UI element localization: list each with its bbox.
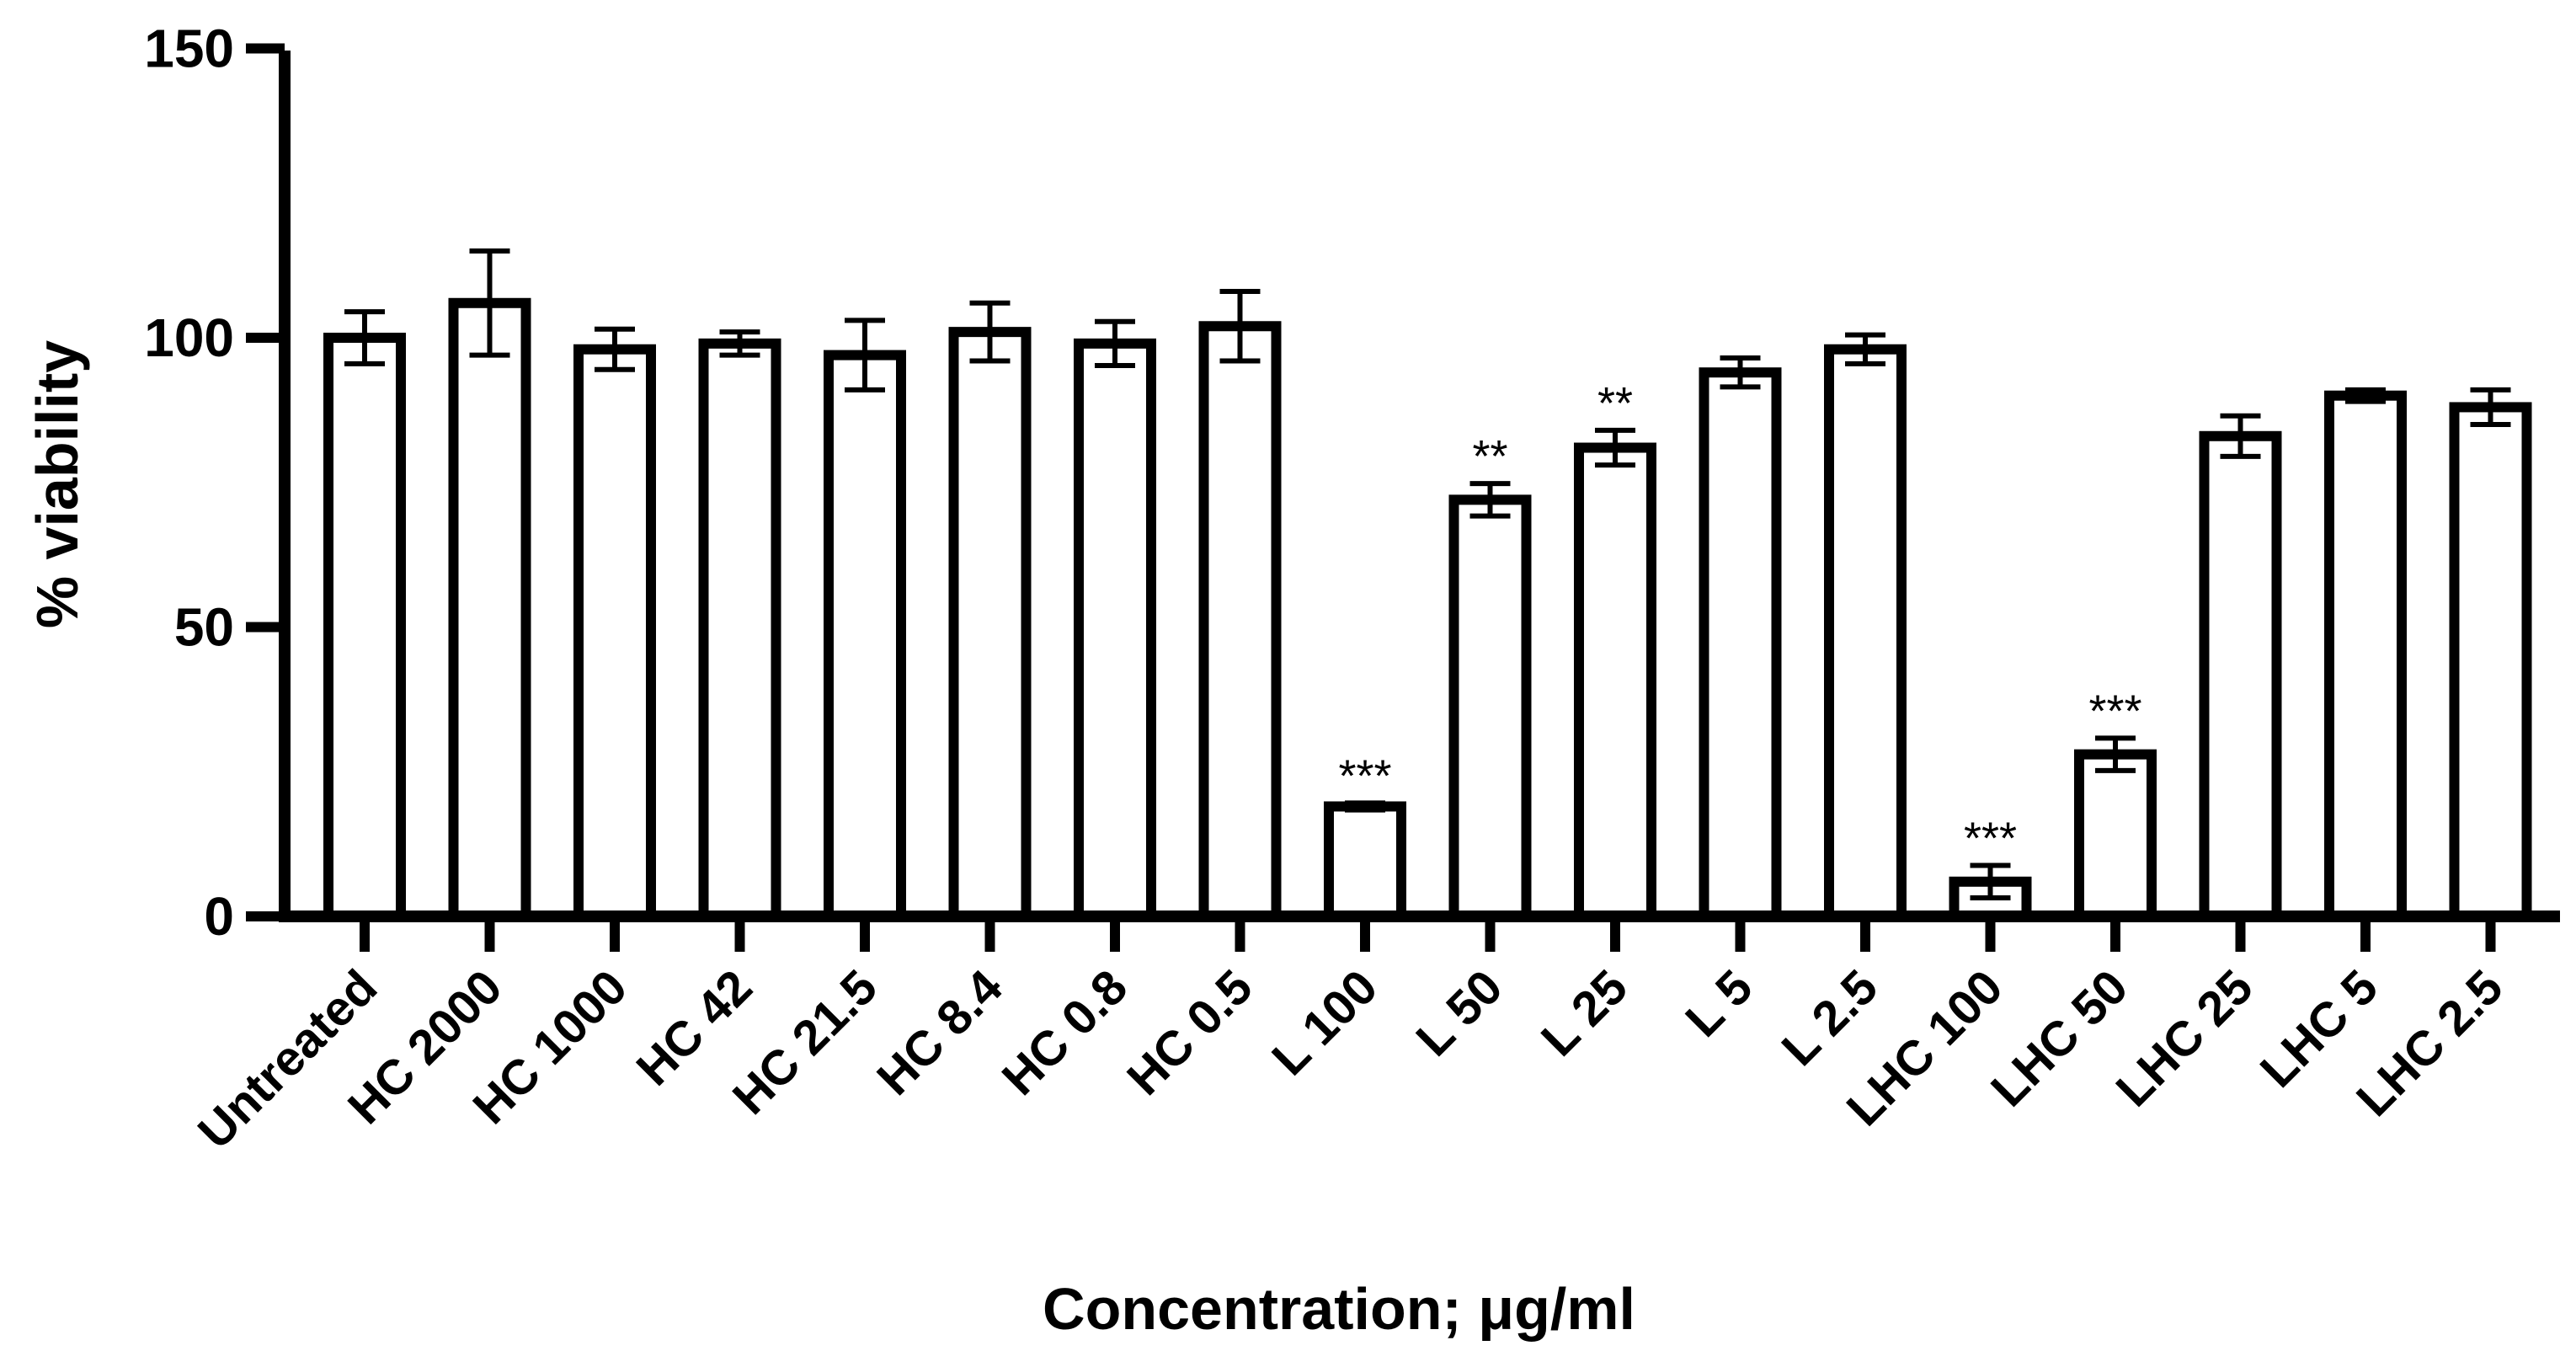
error-bar: [1970, 862, 2011, 901]
error-bar: [719, 329, 760, 358]
x-tick-label: L 2.5: [1772, 959, 1889, 1076]
x-axis-title: Concentration; μg/ml: [1043, 1276, 1635, 1342]
error-bars-layer: [344, 248, 2511, 901]
bar: [1324, 801, 1406, 921]
error-bar: [2345, 387, 2386, 404]
x-tick-label: HC 0.8: [992, 959, 1139, 1106]
bar: [1824, 344, 1907, 921]
error-bar: [595, 326, 635, 372]
bar: [2199, 430, 2282, 921]
significance-label: **: [1597, 378, 1633, 429]
significance-label: ***: [2088, 686, 2141, 736]
error-bar: [2095, 735, 2136, 773]
x-tick-label: L 25: [1531, 959, 1638, 1066]
error-bar: [1845, 332, 1885, 366]
bar: [1198, 321, 1282, 921]
bar: [573, 344, 656, 921]
significance-label: **: [1472, 431, 1507, 482]
x-tick-label: L 100: [1261, 959, 1388, 1086]
bar: [2449, 402, 2532, 921]
significance-label: ***: [1338, 750, 1391, 801]
x-tick-label: HC 0.5: [1117, 959, 1263, 1106]
bar: [1699, 367, 1782, 922]
significance-label: ***: [1964, 814, 2017, 864]
y-tick-label: 0: [204, 886, 234, 947]
bars-layer: [323, 297, 2532, 922]
bar: [2324, 390, 2407, 921]
x-tick-label: HC 8.4: [867, 959, 1013, 1106]
error-bar: [1595, 427, 1635, 468]
x-tick-label: Untreated: [188, 959, 387, 1159]
error-bar: [344, 309, 385, 366]
x-tick-label: L 50: [1405, 959, 1512, 1066]
bar: [824, 350, 906, 921]
error-bar: [969, 300, 1011, 364]
error-bar: [1095, 318, 1135, 368]
bar: [1574, 442, 1656, 921]
error-bar: [1345, 800, 1385, 813]
y-axis-title: % viability: [24, 340, 90, 628]
error-bar: [2220, 413, 2261, 459]
bar: [323, 333, 406, 921]
significance-layer: *************: [1338, 378, 2141, 864]
bar: [2074, 749, 2157, 922]
bar: [1074, 338, 1156, 921]
y-tick-label: 50: [174, 597, 234, 658]
x-tick-label: LHC 50: [1981, 959, 2138, 1117]
error-bar: [845, 318, 885, 392]
x-tick-label: L 5: [1675, 959, 1763, 1047]
error-bar: [1720, 355, 1761, 390]
bar: [948, 327, 1032, 921]
y-tick-label: 150: [144, 19, 234, 79]
error-bar: [1219, 289, 1261, 364]
bar: [698, 338, 781, 921]
bar: [1448, 494, 1532, 921]
error-bar: [469, 248, 510, 358]
x-tick-label: LHC 25: [2105, 959, 2263, 1117]
y-ticks-layer: 0 50 100 150: [144, 19, 285, 947]
error-bar: [1469, 481, 1511, 519]
bar: [448, 297, 531, 921]
y-tick-label: 100: [144, 307, 234, 368]
error-bar: [2470, 387, 2511, 428]
